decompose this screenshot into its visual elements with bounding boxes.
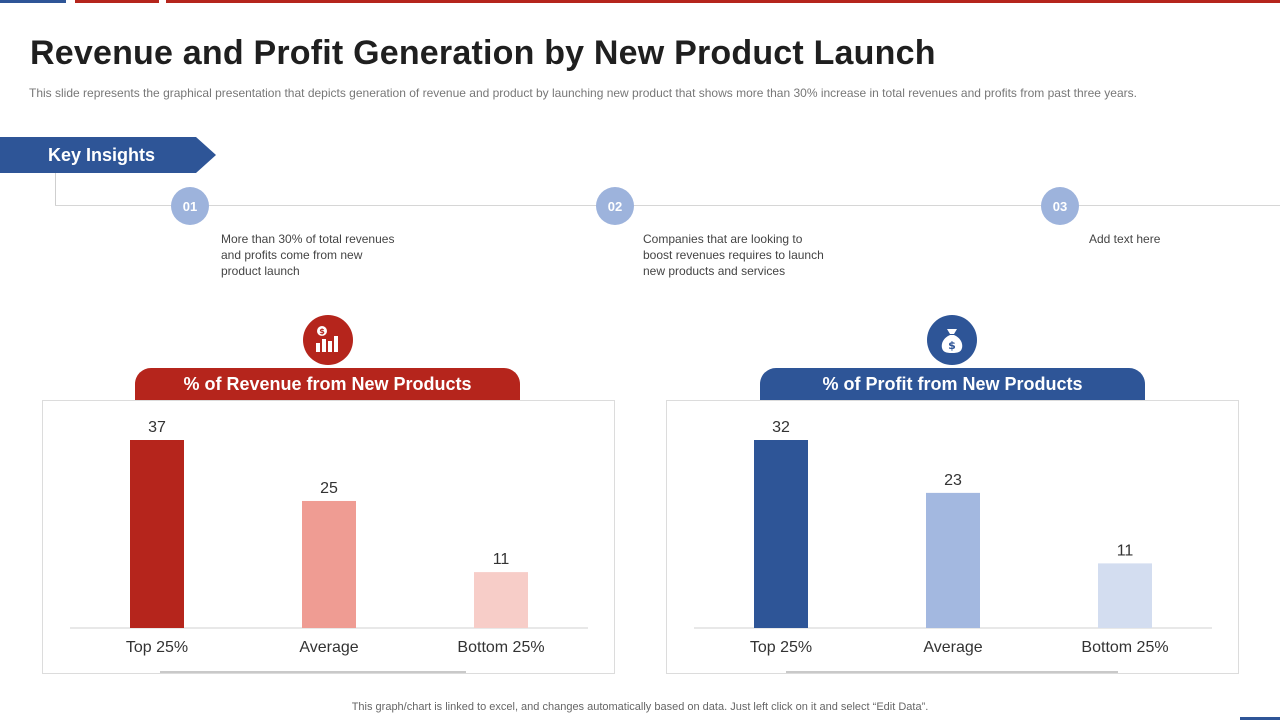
revenue-chart-svg: 37 Top 25% 25 Average 11 Bottom 25% [70,419,588,656]
svg-text:$: $ [948,339,956,352]
profit-bar-2[interactable] [926,492,980,628]
profit-chart-underline [786,671,1118,673]
revenue-data-label-1: 37 [148,419,166,436]
revenue-category-label-3: Bottom 25% [457,639,544,656]
profit-data-label-2: 23 [944,472,962,489]
revenue-chart[interactable]: 37 Top 25% 25 Average 11 Bottom 25% [42,400,615,674]
top-accent-blue [0,0,66,3]
revenue-chart-title: % of Revenue from New Products [135,368,520,400]
top-accent-red-short [75,0,159,3]
money-bar-chart-icon: $ [303,315,353,365]
profit-category-label-1: Top 25% [750,639,812,656]
profit-category-label-3: Bottom 25% [1081,639,1168,656]
svg-text:$: $ [319,327,325,336]
insight-number-2: 02 [596,187,634,225]
slide-title: Revenue and Profit Generation by New Pro… [30,34,936,72]
revenue-category-label-1: Top 25% [126,639,188,656]
slide-subtitle: This slide represents the graphical pres… [29,86,1137,100]
insight-text-2: Companies that are looking to boost reve… [643,232,824,278]
connector-vertical [55,173,56,206]
profit-category-label-2: Average [923,639,982,656]
revenue-data-label-2: 25 [320,480,338,497]
profit-bar-3[interactable] [1098,563,1152,628]
revenue-data-label-3: 11 [493,551,510,568]
top-accent-red-long [166,0,1280,3]
revenue-bar-1[interactable] [130,440,184,628]
profit-chart[interactable]: 32 Top 25% 23 Average 11 Bottom 25% [666,400,1239,674]
profit-data-label-3: 11 [1117,542,1134,559]
profit-chart-title: % of Profit from New Products [760,368,1145,400]
key-insights-tag [0,137,216,173]
money-bag-icon: $ [927,315,977,365]
revenue-chart-underline [160,671,466,673]
revenue-bar-3[interactable] [474,572,528,628]
key-insights-label: Key Insights [48,145,156,165]
revenue-category-label-2: Average [299,639,358,656]
revenue-bar-2[interactable] [302,500,356,628]
insight-text-3: Add text here [1089,232,1161,246]
profit-data-label-1: 32 [772,419,790,436]
corner-accent [1240,717,1280,720]
insight-number-3: 03 [1041,187,1079,225]
profit-chart-svg: 32 Top 25% 23 Average 11 Bottom 25% [694,419,1212,656]
insight-text-1: More than 30% of total revenues and prof… [221,232,395,278]
insight-number-1: 01 [171,187,209,225]
connector-horizontal [55,205,1280,206]
profit-bar-1[interactable] [754,440,808,628]
footer-note: This graph/chart is linked to excel, and… [351,701,929,713]
